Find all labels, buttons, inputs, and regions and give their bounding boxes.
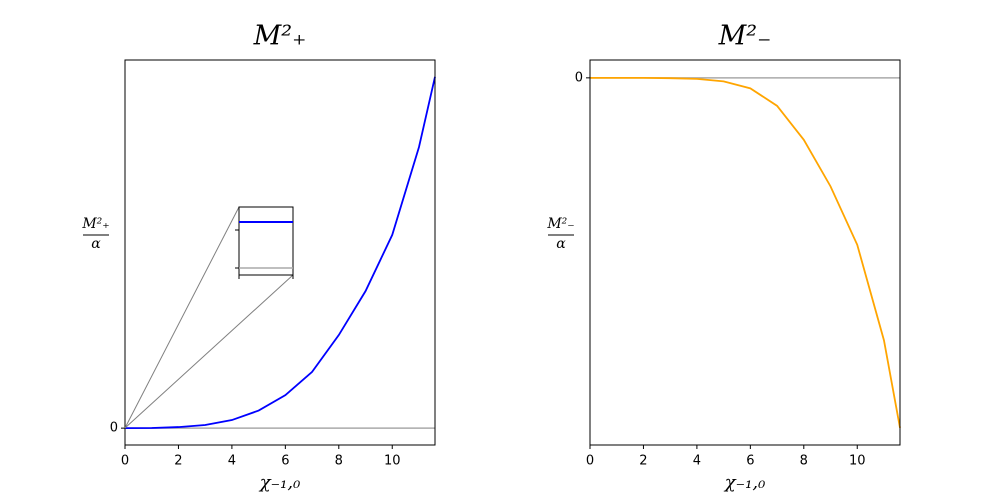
inset-connector — [124, 206, 240, 429]
axes-frame — [589, 59, 901, 446]
curve — [590, 76, 901, 429]
inset — [124, 206, 294, 429]
axes-frame — [124, 59, 436, 446]
y-label-numerator: M²₋ — [546, 216, 574, 232]
inset-connector — [124, 274, 294, 429]
x-tick-label: 2 — [174, 454, 182, 469]
x-tick-label: 4 — [693, 454, 701, 469]
x-axis-label: χ₋₁,₀ — [258, 472, 301, 493]
x-tick-label: 8 — [800, 454, 808, 469]
x-tick-label: 6 — [746, 454, 754, 469]
chart-title: M²₊ — [253, 21, 307, 52]
x-tick-label: 0 — [586, 454, 594, 469]
x-tick-label: 10 — [384, 454, 401, 469]
x-axis-label: χ₋₁,₀ — [723, 472, 766, 493]
x-tick-label: 8 — [335, 454, 343, 469]
y-label-denominator: α — [556, 236, 566, 252]
x-tick-label: 0 — [121, 454, 129, 469]
x-tick-label: 4 — [228, 454, 236, 469]
curve — [124, 76, 436, 430]
inset-frame — [238, 206, 294, 276]
y-tick-label: 0 — [110, 421, 118, 436]
x-tick-label: 6 — [281, 454, 289, 469]
y-tick-label: 0 — [575, 70, 583, 85]
y-label-denominator: α — [91, 236, 101, 252]
y-label-numerator: M²₊ — [81, 216, 109, 232]
plot-area — [590, 60, 900, 445]
x-tick-label: 10 — [849, 454, 866, 469]
chart-title: M²₋ — [718, 21, 772, 52]
x-tick-label: 2 — [639, 454, 647, 469]
